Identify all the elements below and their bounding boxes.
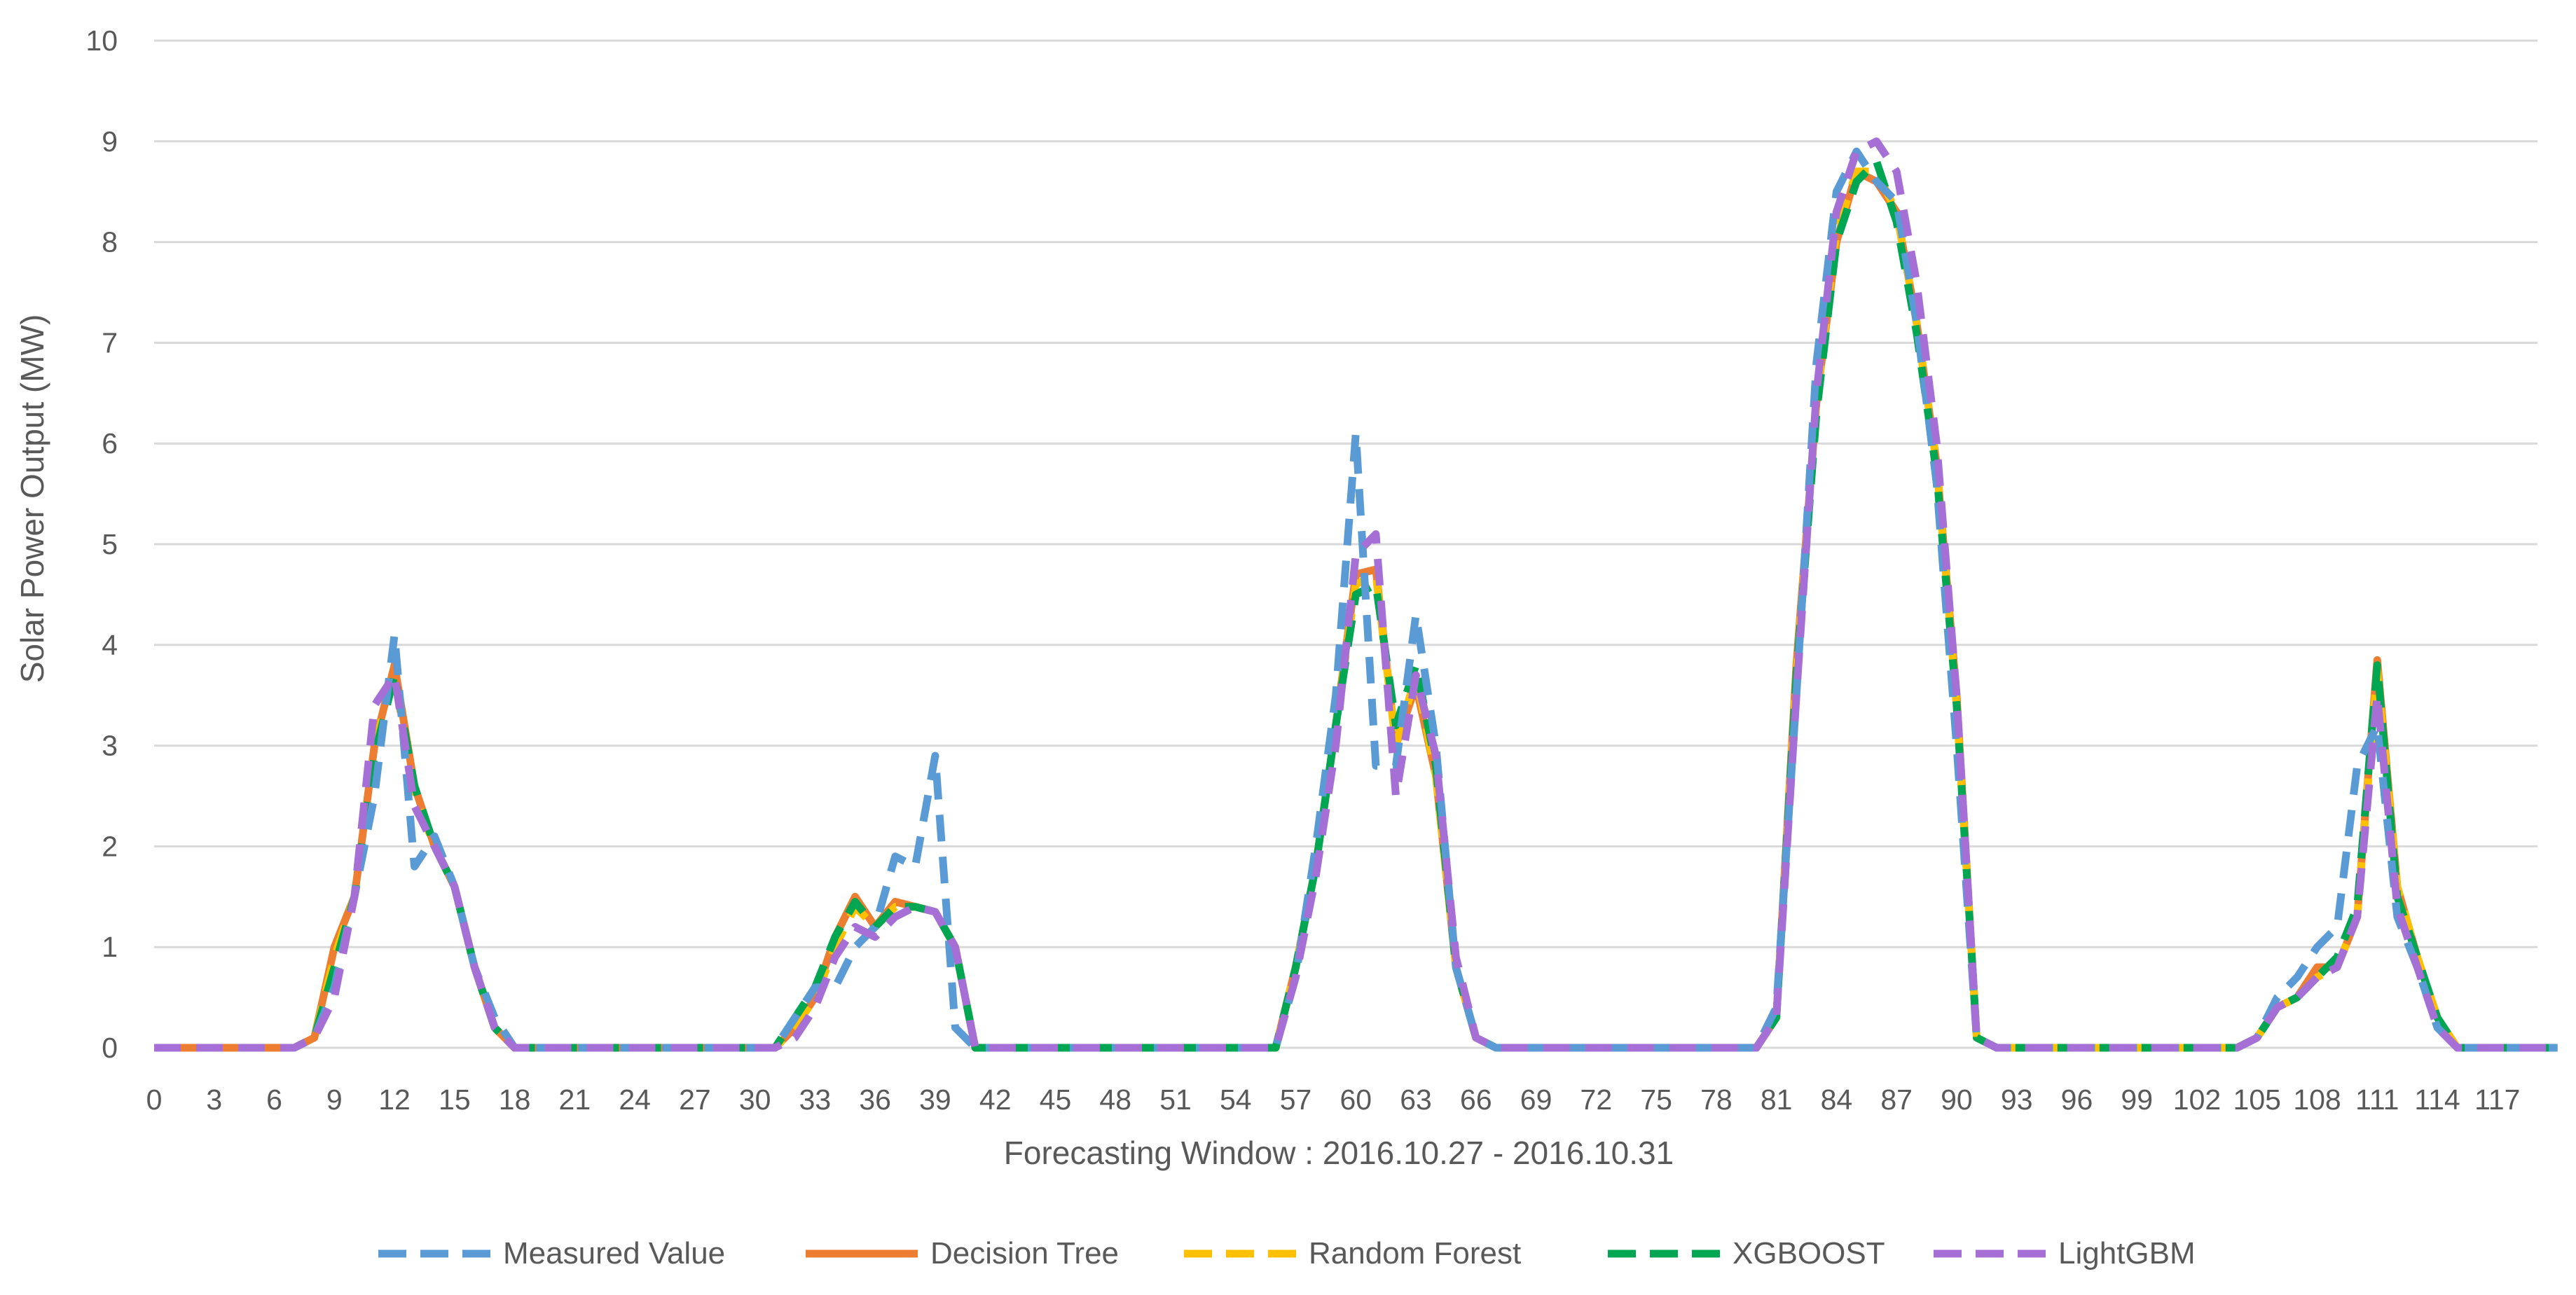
x-tick-label: 9 <box>326 1083 343 1116</box>
x-tick-label: 75 <box>1640 1083 1672 1116</box>
legend-label: Decision Tree <box>930 1236 1119 1270</box>
legend-label: Measured Value <box>503 1236 725 1270</box>
x-tick-label: 84 <box>1821 1083 1853 1116</box>
x-tick-label: 3 <box>206 1083 222 1116</box>
series-line-xgboost <box>154 158 2558 1052</box>
x-tick-label: 81 <box>1761 1083 1793 1116</box>
y-tick-label: 0 <box>102 1032 118 1064</box>
x-tick-label: 102 <box>2173 1083 2221 1116</box>
legend-label: LightGBM <box>2058 1236 2196 1270</box>
x-tick-label: 21 <box>559 1083 591 1116</box>
legend-label: XGBOOST <box>1733 1236 1885 1270</box>
y-axis-title: Solar Power Output (MW) <box>14 314 50 684</box>
x-tick-label: 96 <box>2061 1083 2093 1116</box>
legend-label: Random Forest <box>1309 1236 1521 1270</box>
x-tick-label: 72 <box>1580 1083 1613 1116</box>
x-axis-title: Forecasting Window : 2016.10.27 - 2016.1… <box>1004 1135 1674 1171</box>
y-tick-label: 5 <box>102 528 118 560</box>
series-line-random-forest <box>154 167 2558 1052</box>
y-tick-label: 3 <box>102 730 118 762</box>
y-tick-label: 8 <box>102 226 118 258</box>
x-tick-label: 69 <box>1520 1083 1552 1116</box>
x-tick-label: 12 <box>378 1083 411 1116</box>
y-tick-label: 10 <box>85 25 118 57</box>
x-tick-label: 87 <box>1880 1083 1913 1116</box>
x-tick-label: 99 <box>2121 1083 2153 1116</box>
x-tick-label: 117 <box>2474 1083 2520 1116</box>
x-tick-label: 78 <box>1700 1083 1733 1116</box>
x-tick-label: 108 <box>2293 1083 2341 1116</box>
x-tick-label: 33 <box>799 1083 832 1116</box>
x-tick-label: 111 <box>2355 1083 2399 1116</box>
x-tick-label: 27 <box>679 1083 711 1116</box>
y-tick-label: 9 <box>102 125 118 158</box>
x-tick-label: 66 <box>1460 1083 1492 1116</box>
y-tick-label: 2 <box>102 830 118 862</box>
x-tick-label: 0 <box>146 1083 163 1116</box>
x-tick-label: 45 <box>1040 1083 1072 1116</box>
x-tick-label: 42 <box>979 1083 1012 1116</box>
x-tick-label: 30 <box>739 1083 771 1116</box>
x-tick-label: 36 <box>859 1083 891 1116</box>
x-axis-ticks: 0 3 6 9 12 15 18 21 24 27 30 33 36 39 42 45 48 51 54 57 60 63… <box>146 1083 2521 1116</box>
x-tick-label: 39 <box>919 1083 951 1116</box>
series-line-decision-tree <box>154 167 2558 1052</box>
x-tick-label: 48 <box>1099 1083 1131 1116</box>
x-tick-label: 24 <box>619 1083 651 1116</box>
series-lines <box>154 137 2558 1052</box>
x-tick-label: 105 <box>2233 1083 2281 1116</box>
x-tick-label: 51 <box>1159 1083 1192 1116</box>
y-tick-label: 4 <box>102 629 118 661</box>
x-tick-label: 90 <box>1941 1083 1973 1116</box>
y-axis-ticks: 0 1 2 3 4 5 6 7 8 9 10 <box>85 25 118 1064</box>
y-tick-label: 1 <box>102 931 118 963</box>
x-tick-label: 57 <box>1280 1083 1312 1116</box>
legend: Measured Value Decision Tree Random Forest… <box>378 1236 2196 1270</box>
x-tick-label: 63 <box>1400 1083 1432 1116</box>
x-tick-label: 18 <box>499 1083 531 1116</box>
x-tick-label: 15 <box>439 1083 471 1116</box>
x-tick-label: 54 <box>1220 1083 1252 1116</box>
y-tick-label: 7 <box>102 326 118 359</box>
x-tick-label: 6 <box>266 1083 282 1116</box>
x-tick-label: 93 <box>2001 1083 2033 1116</box>
x-tick-label: 60 <box>1339 1083 1372 1116</box>
y-tick-label: 6 <box>102 427 118 459</box>
x-tick-label: 114 <box>2414 1083 2460 1116</box>
series-line-lightgbm <box>154 137 2558 1052</box>
